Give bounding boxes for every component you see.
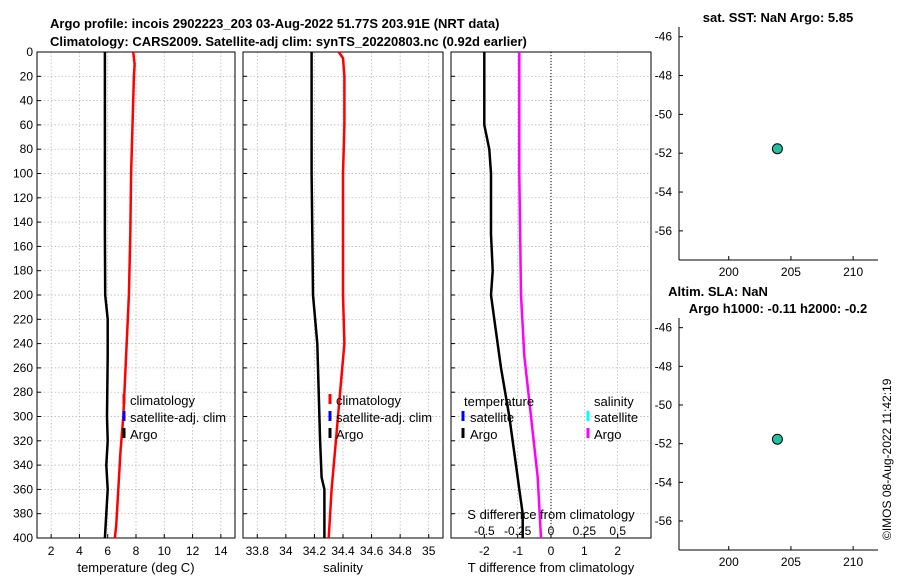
map_sla-ytick-label: -54 xyxy=(655,475,673,489)
title-line-2: Climatology: CARS2009. Satellite-adj cli… xyxy=(50,34,527,49)
map-sla-title: Altim. SLA: NaN xyxy=(668,284,768,299)
map_sst-ytick-label: -46 xyxy=(655,30,673,44)
temperature-xtick-label: 10 xyxy=(158,544,172,558)
temperature-ytick-label: 140 xyxy=(13,215,33,229)
difference-series-t-argo xyxy=(483,52,524,538)
difference-top-xtick-label: 0 xyxy=(548,524,555,538)
map_sla-ytick-label: -50 xyxy=(655,398,673,412)
temperature-xtick-label: 4 xyxy=(76,544,83,558)
temperature-ytick-label: 300 xyxy=(13,410,33,424)
watermark: ©IMOS 08-Aug-2022 11:42:19 xyxy=(880,378,894,540)
difference-series-s-argo xyxy=(518,52,543,539)
temperature-series-climatology xyxy=(113,51,136,539)
temperature-ytick-label: 40 xyxy=(20,94,34,108)
temperature-legend-item: satellite-adj. clim xyxy=(130,410,226,425)
temperature-ytick-label: 280 xyxy=(13,385,33,399)
temperature-ytick-label: 320 xyxy=(13,434,33,448)
temperature-ytick-label: 100 xyxy=(13,167,33,181)
salinity-xlabel: salinity xyxy=(323,560,363,575)
plot-panels: 2 4 6 8 10 12 14020406080100120140160180200220… xyxy=(13,27,878,575)
difference-xtick-label: 1 xyxy=(581,544,588,558)
temperature-ytick-label: 60 xyxy=(20,118,34,132)
salinity-xtick-label: 34 xyxy=(279,544,293,558)
map_sst-argo-position-point xyxy=(771,143,783,155)
temperature-ytick-label: 380 xyxy=(13,507,33,521)
temperature-ytick-label: 360 xyxy=(13,482,33,496)
temperature-ytick-label: 20 xyxy=(20,69,34,83)
temperature-xtick-label: 6 xyxy=(104,544,111,558)
difference-xtick-label: 2 xyxy=(614,544,621,558)
temperature-xlabel: temperature (deg C) xyxy=(77,560,194,575)
salinity-xtick-label: 34.6 xyxy=(360,544,384,558)
difference-top-xlabel: S difference from climatology xyxy=(467,507,635,522)
temperature-xtick-label: 2 xyxy=(48,544,55,558)
temperature-ytick-label: 340 xyxy=(13,458,33,472)
map_sla-argo-position-point xyxy=(771,433,783,445)
difference-legend-temperature-item: Argo xyxy=(470,427,497,442)
temperature-legend-item: Argo xyxy=(130,427,157,442)
salinity-series-climatology xyxy=(327,51,346,539)
salinity-series-argo xyxy=(310,52,326,538)
difference-top-xtick-label: -0.5 xyxy=(474,524,495,538)
temperature-xtick-label: 14 xyxy=(214,544,228,558)
salinity-xtick-label: 34.2 xyxy=(303,544,327,558)
temperature-ytick-label: 260 xyxy=(13,361,33,375)
temperature-ytick-label: 120 xyxy=(13,191,33,205)
title-line-1: Argo profile: incois 2902223_203 03-Aug-… xyxy=(50,16,499,31)
temperature-xtick-label: 8 xyxy=(133,544,140,558)
difference-xtick-label: -1 xyxy=(512,544,523,558)
temperature-xtick-label: 12 xyxy=(186,544,200,558)
difference-top-xtick-label: -0.25 xyxy=(504,524,532,538)
difference-legend-temperature-item: satellite xyxy=(470,410,514,425)
difference-legend-salinity-item: satellite xyxy=(594,410,638,425)
map_sla-ytick-label: -46 xyxy=(655,321,673,335)
map_sla-xtick-label: 210 xyxy=(843,555,863,569)
salinity-legend-item: Argo xyxy=(336,427,363,442)
map_sst-xtick-label: 205 xyxy=(781,265,801,279)
temperature-ytick-label: 160 xyxy=(13,239,33,253)
map_sst-ytick-label: -48 xyxy=(655,69,673,83)
map_sla-ytick-label: -52 xyxy=(655,437,673,451)
temperature-ytick-label: 240 xyxy=(13,337,33,351)
temperature-ytick-label: 0 xyxy=(26,45,33,59)
temperature-legend-item: climatology xyxy=(130,393,196,408)
salinity-xtick-label: 34.8 xyxy=(388,544,412,558)
temperature-series-argo xyxy=(103,52,109,539)
salinity-xtick-label: 34.4 xyxy=(331,544,355,558)
salinity-legend-item: satellite-adj. clim xyxy=(336,410,432,425)
temperature-ytick-label: 220 xyxy=(13,312,33,326)
map_sla-xtick-label: 200 xyxy=(719,555,739,569)
temperature-ytick-label: 400 xyxy=(13,531,33,545)
difference-top-xtick-label: 0.25 xyxy=(573,524,597,538)
map_sla-xtick-label: 205 xyxy=(781,555,801,569)
difference-xtick-label: -2 xyxy=(479,544,490,558)
map_sst-ytick-label: -56 xyxy=(655,224,673,238)
map-sst-title: sat. SST: NaN Argo: 5.85 xyxy=(703,10,854,25)
difference-legend-salinity-heading: salinity xyxy=(594,394,634,409)
temperature-ytick-label: 180 xyxy=(13,264,33,278)
salinity-xtick-label: 35 xyxy=(422,544,436,558)
difference-xlabel: T difference from climatology xyxy=(468,560,635,575)
difference-xtick-label: 0 xyxy=(548,544,555,558)
map_sst-ytick-label: -54 xyxy=(655,185,673,199)
salinity-xtick-label: 33.8 xyxy=(246,544,270,558)
map_sla-ytick-label: -48 xyxy=(655,359,673,373)
difference-legend-salinity-item: Argo xyxy=(594,427,621,442)
difference-top-xtick-label: 0.5 xyxy=(609,524,626,538)
map_sst-xtick-label: 200 xyxy=(719,265,739,279)
map_sla-ytick-label: -56 xyxy=(655,514,673,528)
map-sla-subtitle: Argo h1000: -0.11 h2000: -0.2 xyxy=(689,301,867,316)
map_sst-ytick-label: -52 xyxy=(655,146,673,160)
salinity-legend-item: climatology xyxy=(336,393,402,408)
difference-legend-temperature-heading: temperature xyxy=(464,394,534,409)
map_sst-ytick-label: -50 xyxy=(655,107,673,121)
map_sst-xtick-label: 210 xyxy=(843,265,863,279)
temperature-ytick-label: 200 xyxy=(13,288,33,302)
temperature-ytick-label: 80 xyxy=(20,142,34,156)
